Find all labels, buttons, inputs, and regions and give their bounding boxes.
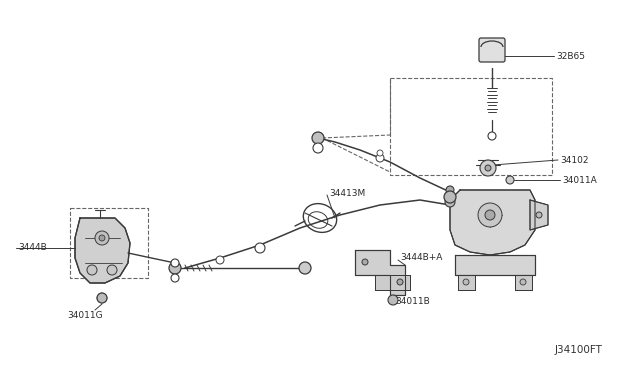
Circle shape: [485, 210, 495, 220]
Circle shape: [107, 265, 117, 275]
Circle shape: [87, 265, 97, 275]
Circle shape: [171, 274, 179, 282]
Circle shape: [463, 279, 469, 285]
Polygon shape: [75, 218, 130, 283]
Circle shape: [99, 235, 105, 241]
Circle shape: [444, 191, 456, 203]
Circle shape: [97, 293, 107, 303]
Polygon shape: [458, 275, 475, 290]
Text: 34011A: 34011A: [562, 176, 596, 185]
Circle shape: [216, 256, 224, 264]
Text: 34102: 34102: [560, 155, 589, 164]
Circle shape: [95, 231, 109, 245]
Circle shape: [362, 259, 368, 265]
Circle shape: [446, 186, 454, 194]
Circle shape: [478, 203, 502, 227]
Circle shape: [169, 262, 181, 274]
Circle shape: [445, 197, 455, 207]
Polygon shape: [530, 200, 548, 230]
Circle shape: [312, 132, 324, 144]
Circle shape: [299, 262, 311, 274]
FancyBboxPatch shape: [479, 38, 505, 62]
Circle shape: [506, 176, 514, 184]
Circle shape: [313, 143, 323, 153]
Polygon shape: [515, 275, 532, 290]
Polygon shape: [375, 275, 410, 290]
Circle shape: [377, 150, 383, 156]
Circle shape: [480, 160, 496, 176]
Circle shape: [397, 279, 403, 285]
Text: 34413M: 34413M: [329, 189, 365, 198]
Circle shape: [488, 132, 496, 140]
Circle shape: [388, 295, 398, 305]
Text: 34011G: 34011G: [67, 311, 103, 320]
Polygon shape: [355, 250, 405, 295]
Text: 34011B: 34011B: [395, 298, 429, 307]
Polygon shape: [455, 255, 535, 275]
Circle shape: [485, 165, 491, 171]
Circle shape: [520, 279, 526, 285]
Polygon shape: [450, 190, 535, 255]
Text: J34100FT: J34100FT: [555, 345, 603, 355]
Circle shape: [376, 154, 384, 162]
Text: 3444B+A: 3444B+A: [400, 253, 442, 263]
Circle shape: [255, 243, 265, 253]
Text: 32B65: 32B65: [556, 51, 585, 61]
Circle shape: [536, 212, 542, 218]
Circle shape: [171, 259, 179, 267]
Text: 3444B: 3444B: [18, 244, 47, 253]
